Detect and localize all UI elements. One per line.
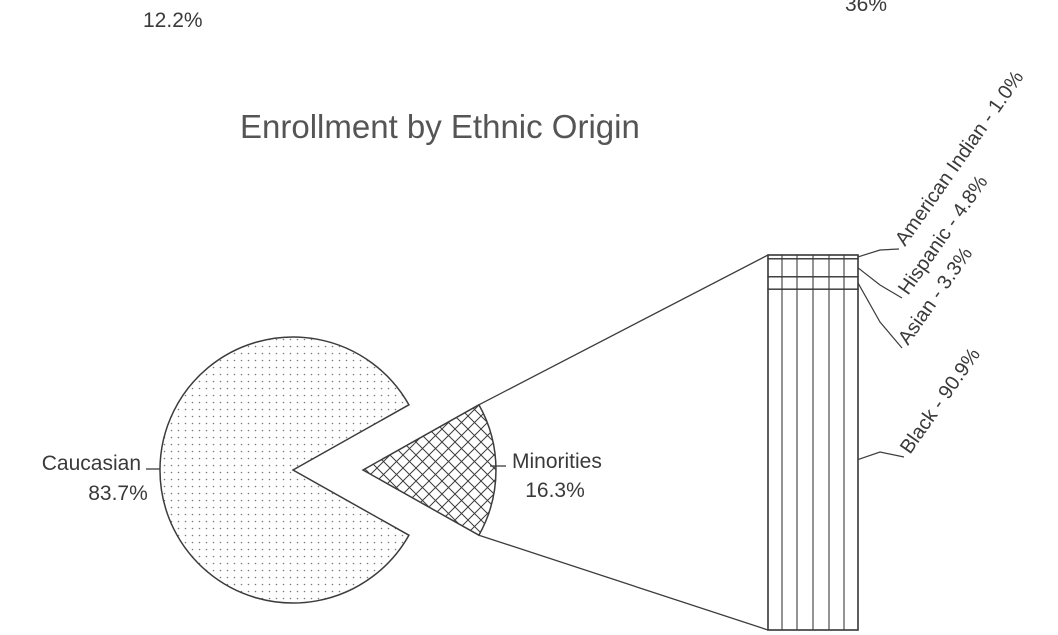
pie-slice-minorities: [361, 403, 497, 537]
pie-slice-caucasian: [159, 336, 410, 604]
fragment-top-left: 12.2%: [143, 9, 203, 32]
leader-line-hispanic: [857, 267, 903, 299]
fragment-top-right: 36%: [845, 0, 887, 16]
pie-label-minorities: Minorities 16.3%: [490, 450, 602, 502]
bar-label-black: Black - 90.9%: [896, 344, 985, 458]
leader-line-black: [857, 451, 905, 461]
pie-label-minorities-value: 16.3%: [525, 479, 585, 502]
pie-label-caucasian-name: Caucasian: [42, 452, 141, 475]
pie-label-minorities-name: Minorities: [512, 450, 602, 473]
pie-label-caucasian: Caucasian 83.7%: [42, 452, 160, 505]
breakdown-bar: [767, 254, 859, 631]
connector-line-top: [478, 254, 769, 406]
leader-line-asian: [857, 282, 903, 349]
breakdown-bar-labels: American Indian - 1.0%Hispanic - 4.8%Asi…: [857, 67, 1028, 461]
pie-label-caucasian-value: 83.7%: [88, 482, 148, 505]
chart-title: Enrollment by Ethnic Origin: [240, 108, 640, 145]
leader-line-american-indian: [857, 248, 900, 258]
connector-line-bottom: [478, 534, 769, 631]
